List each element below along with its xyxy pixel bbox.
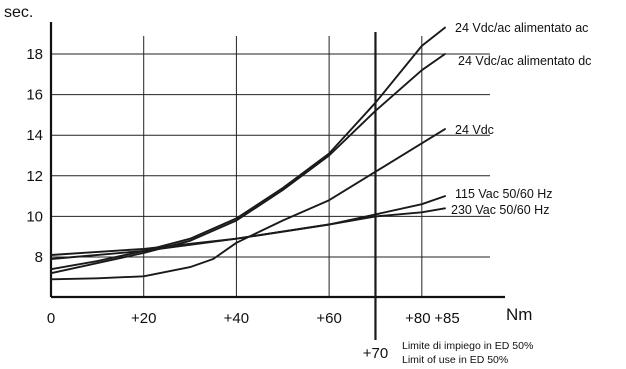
series-label: 24 Vdc xyxy=(455,123,494,137)
series-line xyxy=(50,195,446,260)
x-tick-label: +20 xyxy=(131,310,156,327)
x-tick-label: 0 xyxy=(47,310,55,327)
y-tick-label: 10 xyxy=(26,208,43,225)
series-label: 115 Vac 50/60 Hz xyxy=(455,187,553,201)
y-tick-label: 16 xyxy=(26,87,43,104)
y-tick-label: 8 xyxy=(35,249,43,266)
x-tick-label: +85 xyxy=(434,310,459,327)
series-labels: 24 Vdc/ac alimentato ac 24 Vdc/ac aliment… xyxy=(451,21,591,217)
tick-labels: 8 10 12 14 16 18 0 +20 +40 +60 +80 +85 xyxy=(26,46,459,327)
series-line xyxy=(50,26,446,271)
series-line xyxy=(50,207,446,256)
series-lines xyxy=(50,26,446,281)
grid xyxy=(51,36,490,297)
y-tick-label: 18 xyxy=(26,46,43,63)
series-label: 230 Vac 50/60 Hz xyxy=(451,203,549,217)
series-line xyxy=(50,128,446,281)
series-label: 24 Vdc/ac alimentato ac xyxy=(455,21,588,35)
y-tick-label: 12 xyxy=(26,168,43,185)
limit-tick-label: +70 xyxy=(363,345,388,362)
series-line xyxy=(50,53,446,275)
x-axis-label: Nm xyxy=(506,305,532,324)
y-tick-label: 14 xyxy=(26,127,43,144)
series-label: 24 Vdc/ac alimentato dc xyxy=(458,54,591,68)
x-tick-label: +80 xyxy=(405,310,430,327)
x-tick-label: +40 xyxy=(224,310,249,327)
limit-note-en: Limit of use in ED 50% xyxy=(402,354,508,366)
axes xyxy=(49,22,505,299)
x-tick-label: +60 xyxy=(316,310,341,327)
y-axis-label: sec. xyxy=(4,4,33,21)
limit-note-it: Limite di impiego in ED 50% xyxy=(402,340,533,352)
